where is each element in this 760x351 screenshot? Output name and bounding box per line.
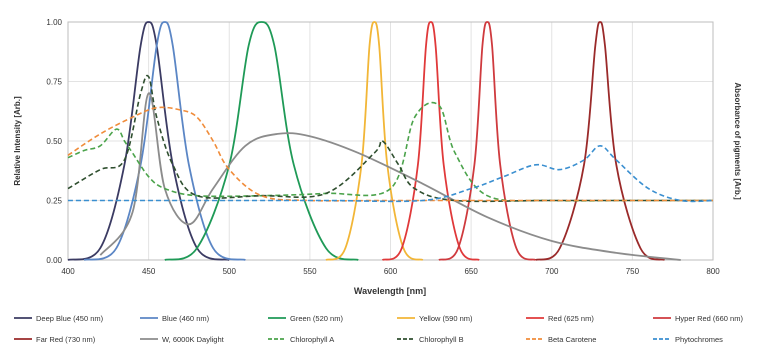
x-tick-label: 400 <box>61 267 75 276</box>
legend-label: Chlorophyll A <box>290 335 334 344</box>
legend: Deep Blue (450 nm) Blue (460 nm) Green (52… <box>14 314 743 344</box>
legend-label: Far Red (730 nm) <box>36 335 96 344</box>
y-tick-label: 0.25 <box>46 197 62 206</box>
legend-label: Hyper Red (660 nm) <box>675 314 743 323</box>
y2-axis-label: Absorbance of pigments [Arb.] <box>733 82 742 200</box>
legend-item: Yellow (590 nm) <box>397 314 473 323</box>
grid-lines <box>67 21 714 261</box>
legend-item: Blue (460 nm) <box>140 314 210 323</box>
legend-label: Phytochromes <box>675 335 723 344</box>
y-tick-label: 0.50 <box>46 137 62 146</box>
x-tick-label: 650 <box>464 267 478 276</box>
series-line-blue-460-nm <box>83 21 246 261</box>
y-tick-label: 0.00 <box>46 256 62 265</box>
legend-label: Blue (460 nm) <box>162 314 210 323</box>
series-line-hyper-red-660-nm <box>438 21 537 261</box>
series-line-far-red-730-nm <box>535 21 666 261</box>
x-tick-label: 600 <box>384 267 398 276</box>
legend-item: Far Red (730 nm) <box>14 335 96 344</box>
series-line-chlorophyll-b <box>67 74 713 203</box>
legend-item: Beta Carotene <box>526 335 596 344</box>
series-line-red-625-nm <box>381 21 480 261</box>
legend-item: W, 6000K Daylight <box>140 335 225 344</box>
legend-label: Red (625 nm) <box>548 314 594 323</box>
legend-item: Phytochromes <box>653 335 723 344</box>
series-lines <box>67 21 714 261</box>
series-line-green-520-nm <box>164 21 359 261</box>
x-tick-label: 500 <box>223 267 237 276</box>
legend-item: Red (625 nm) <box>526 314 594 323</box>
legend-item: Green (520 nm) <box>268 314 343 323</box>
x-tick-label: 450 <box>142 267 156 276</box>
legend-label: Yellow (590 nm) <box>419 314 473 323</box>
legend-label: Beta Carotene <box>548 335 596 344</box>
x-tick-label: 800 <box>706 267 720 276</box>
series-line-yellow-590-nm <box>325 21 424 261</box>
y-axis-ticks: 0.00 0.25 0.50 0.75 1.00 <box>46 18 62 265</box>
y-tick-label: 0.75 <box>46 78 62 87</box>
legend-item: Hyper Red (660 nm) <box>653 314 743 323</box>
x-axis-label: Wavelength [nm] <box>354 286 426 296</box>
series-line-deep-blue-450-nm <box>67 21 230 261</box>
legend-label: Deep Blue (450 nm) <box>36 314 104 323</box>
legend-label: W, 6000K Daylight <box>162 335 225 344</box>
x-tick-label: 550 <box>303 267 317 276</box>
y-axis-label: Relative Intensity [Arb.] <box>13 96 22 186</box>
legend-label: Green (520 nm) <box>290 314 343 323</box>
legend-label: Chlorophyll B <box>419 335 464 344</box>
series-line-w-6000k-daylight <box>99 92 681 261</box>
legend-item: Deep Blue (450 nm) <box>14 314 104 323</box>
legend-item: Chlorophyll A <box>268 335 334 344</box>
y-tick-label: 1.00 <box>46 18 62 27</box>
x-tick-label: 750 <box>626 267 640 276</box>
x-tick-label: 700 <box>545 267 559 276</box>
legend-item: Chlorophyll B <box>397 335 464 344</box>
x-axis-ticks: 400 450 500 550 600 650 700 750 800 <box>61 267 720 276</box>
series-line-phytochromes <box>68 144 714 203</box>
